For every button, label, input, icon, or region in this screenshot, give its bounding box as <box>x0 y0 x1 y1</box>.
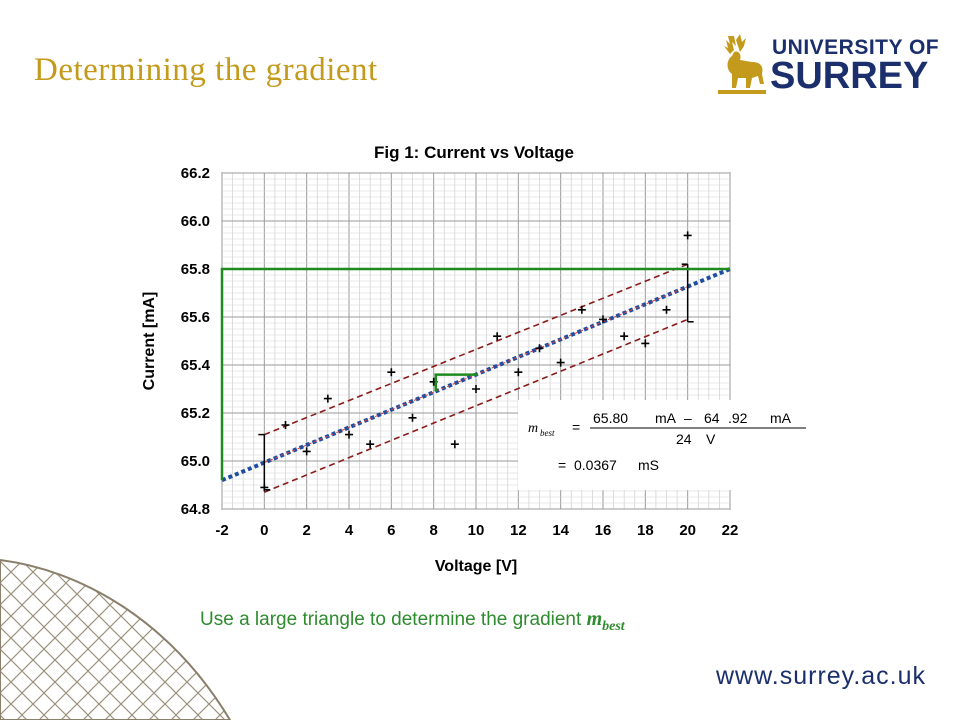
small-gradient-triangle <box>434 373 479 392</box>
denominator: 24 <box>676 431 692 447</box>
data-point <box>345 430 353 439</box>
y-tick-label: 65.2 <box>181 405 210 422</box>
logo-line2: SURREY <box>770 55 929 97</box>
data-point <box>260 483 269 492</box>
data-point <box>387 368 396 377</box>
data-point <box>493 332 502 341</box>
data-point <box>450 440 459 449</box>
x-tick-label: 2 <box>302 522 310 539</box>
worst-fit-line <box>264 318 688 493</box>
numerator-b: 64 <box>704 410 720 426</box>
data-point <box>556 358 565 367</box>
equals-2: = <box>558 457 566 473</box>
x-tick-label: 18 <box>637 522 654 539</box>
stag-icon <box>718 34 766 94</box>
caption-sub: best <box>602 618 625 634</box>
gradient-formula: m best = 65.80 mA – 64 .92 mA 24 V = 0.0… <box>518 400 820 490</box>
equals-1: = <box>572 419 580 435</box>
university-logo: UNIVERSITY OF SURREY <box>712 30 939 100</box>
data-point <box>535 344 544 353</box>
data-point <box>366 440 375 449</box>
x-tick-label: 16 <box>595 522 612 539</box>
x-axis-label: Voltage [V] <box>435 558 517 575</box>
large-gradient-triangle <box>220 267 730 481</box>
x-tick-label: 4 <box>345 522 354 539</box>
unit-b: mA <box>770 410 792 426</box>
x-tick-label: 0 <box>260 522 268 539</box>
x-tick-label: 12 <box>510 522 527 539</box>
y-tick-label: 65.6 <box>181 309 210 326</box>
data-point <box>641 339 650 348</box>
x-tick-label: -2 <box>215 522 228 539</box>
data-point <box>599 315 607 324</box>
caption: Use a large triangle to determine the gr… <box>200 608 625 635</box>
y-tick-label: 65.0 <box>181 453 210 470</box>
data-point <box>620 332 629 341</box>
unit-c: V <box>706 431 716 447</box>
geodesic-dome-graphic <box>0 558 232 720</box>
numerator-b2: .92 <box>728 410 748 426</box>
unit-a: mA <box>655 410 677 426</box>
data-point <box>408 413 417 422</box>
chart-title: Fig 1: Current vs Voltage <box>374 143 574 162</box>
data-point <box>323 394 332 403</box>
caption-text: Use a large triangle to determine the gr… <box>200 609 587 630</box>
data-point <box>302 447 311 456</box>
y-axis-label: Current [mA] <box>141 292 158 391</box>
result-unit: mS <box>638 457 659 473</box>
m-sub: best <box>540 428 555 438</box>
caption-m: m <box>586 608 603 630</box>
y-tick-label: 66.2 <box>181 165 210 182</box>
x-tick-label: 6 <box>387 522 395 539</box>
y-tick-label: 65.8 <box>181 261 210 278</box>
x-tick-label: 20 <box>679 522 696 539</box>
numerator-a: 65.80 <box>593 410 628 426</box>
worst-fit-line <box>264 263 688 436</box>
x-tick-label: 14 <box>552 522 569 539</box>
data-point <box>577 305 586 314</box>
y-tick-label: 65.4 <box>181 357 211 374</box>
minus-sign: – <box>684 410 692 426</box>
result-value: 0.0367 <box>574 457 617 473</box>
x-tick-label: 10 <box>468 522 485 539</box>
slide-title: Determining the gradient <box>34 52 378 88</box>
y-tick-label: 64.8 <box>181 501 210 518</box>
x-tick-label: 22 <box>722 522 739 539</box>
data-point <box>514 368 523 377</box>
data-point <box>281 421 290 429</box>
data-point <box>472 385 480 393</box>
data-point <box>662 305 671 314</box>
website-url: www.surrey.ac.uk <box>716 662 927 690</box>
logo-line1: UNIVERSITY OF <box>772 36 940 59</box>
y-tick-label: 66.0 <box>181 213 210 230</box>
m-label: m <box>528 421 538 436</box>
x-tick-label: 8 <box>429 522 437 539</box>
data-point <box>683 231 692 240</box>
